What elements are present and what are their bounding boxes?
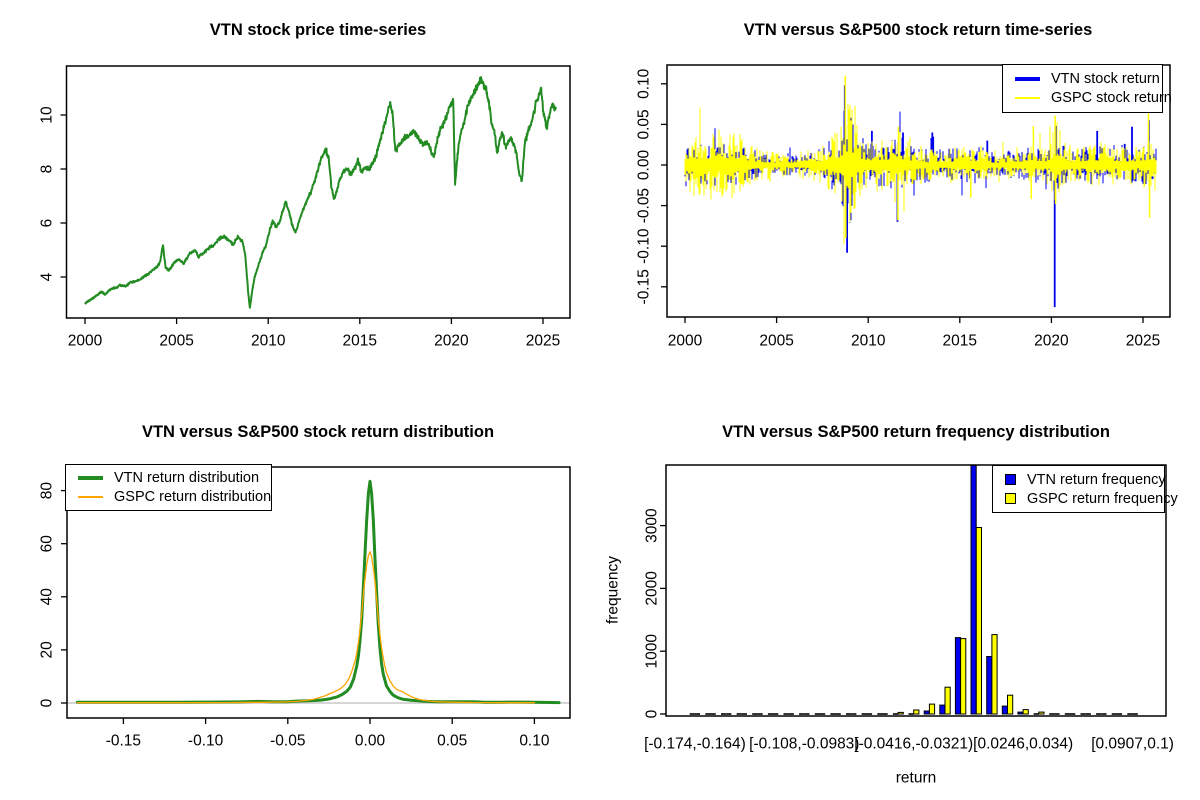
svg-text:8: 8 <box>38 165 55 174</box>
svg-text:80: 80 <box>38 482 55 500</box>
svg-text:-0.05: -0.05 <box>270 732 305 749</box>
svg-text:2025: 2025 <box>1126 332 1160 349</box>
svg-text:1000: 1000 <box>643 634 660 669</box>
panel-title-returns: VTN versus S&P500 stock return time-seri… <box>743 21 1093 39</box>
density-legend-item: VTN return distribution <box>78 470 271 486</box>
svg-text:10: 10 <box>38 106 55 124</box>
svg-text:-0.15: -0.15 <box>635 269 652 304</box>
svg-text:4: 4 <box>38 272 55 281</box>
density-legend-label: GSPC return distribution <box>114 489 272 505</box>
density-legend-item: GSPC return distribution <box>78 489 271 505</box>
svg-text:2005: 2005 <box>759 332 793 349</box>
svg-text:[0.0246,0.034): [0.0246,0.034) <box>973 735 1073 752</box>
histogram-legend-box-swatch-icon <box>1005 493 1016 504</box>
svg-text:-0.15: -0.15 <box>106 732 141 749</box>
svg-text:2015: 2015 <box>343 332 377 349</box>
histogram-legend-item: GSPC return frequency <box>1005 491 1178 507</box>
svg-text:6: 6 <box>38 219 55 228</box>
svg-text:40: 40 <box>38 588 55 606</box>
svg-text:0: 0 <box>38 698 55 707</box>
histogram-legend-label: GSPC return frequency <box>1027 490 1178 507</box>
panel-title-histogram: VTN versus S&P500 return frequency distr… <box>722 423 1110 441</box>
svg-text:20: 20 <box>38 641 55 659</box>
svg-text:2000: 2000 <box>668 332 703 349</box>
returns-legend-item: VTN stock return <box>1015 71 1162 87</box>
density-legend: VTN return distribution GSPC return distr… <box>65 464 272 511</box>
returns-legend-line-swatch-icon <box>1015 77 1040 81</box>
svg-text:2025: 2025 <box>526 332 560 349</box>
svg-text:[-0.108,-0.0983): [-0.108,-0.0983) <box>749 735 859 752</box>
svg-text:2000: 2000 <box>68 332 103 349</box>
svg-text:0.10: 0.10 <box>519 732 550 749</box>
svg-text:0.05: 0.05 <box>635 109 652 139</box>
svg-text:2005: 2005 <box>159 332 193 349</box>
density-legend-label: VTN return distribution <box>114 470 260 486</box>
panel-title-density: VTN versus S&P500 stock return distribut… <box>141 423 495 441</box>
returns-legend-line-swatch-icon <box>1015 97 1040 99</box>
svg-text:[0.0907,0.1): [0.0907,0.1) <box>1091 735 1174 752</box>
svg-text:3000: 3000 <box>643 508 660 543</box>
returns-legend-label: VTN stock return <box>1051 71 1160 87</box>
svg-text:2000: 2000 <box>643 571 660 606</box>
density-legend-line-swatch-icon <box>78 496 103 498</box>
svg-text:-0.10: -0.10 <box>635 228 652 264</box>
svg-text:return: return <box>896 769 937 786</box>
histogram-legend-item: VTN return frequency <box>1005 471 1166 488</box>
svg-text:[-0.0416,-0.0321): [-0.0416,-0.0321) <box>854 735 973 752</box>
svg-text:0.00: 0.00 <box>635 150 652 181</box>
histogram-legend-box-swatch-icon <box>1005 474 1016 485</box>
svg-text:0.00: 0.00 <box>355 732 386 749</box>
panel-title-price: VTN stock price time-series <box>209 21 427 39</box>
histogram-legend: VTN return frequency GSPC return frequenc… <box>992 465 1178 513</box>
svg-text:-0.05: -0.05 <box>635 188 652 223</box>
svg-text:frequency: frequency <box>604 556 621 624</box>
returns-legend: VTN stock return GSPC stock return <box>1002 64 1172 113</box>
svg-text:-0.10: -0.10 <box>188 732 224 749</box>
svg-text:0: 0 <box>643 709 660 718</box>
svg-text:2015: 2015 <box>943 332 977 349</box>
svg-text:2010: 2010 <box>251 332 286 349</box>
returns-legend-label: GSPC stock return <box>1051 90 1172 106</box>
histogram-legend-label: VTN return frequency <box>1027 471 1166 488</box>
svg-text:2020: 2020 <box>434 332 469 349</box>
returns-legend-item: GSPC stock return <box>1015 90 1172 106</box>
svg-text:2020: 2020 <box>1034 332 1069 349</box>
svg-text:0.10: 0.10 <box>635 68 652 99</box>
svg-text:2010: 2010 <box>851 332 886 349</box>
svg-text:[-0.174,-0.164): [-0.174,-0.164) <box>644 735 746 752</box>
svg-text:60: 60 <box>38 535 55 553</box>
density-legend-line-swatch-icon <box>78 476 103 480</box>
svg-text:0.05: 0.05 <box>437 732 467 749</box>
